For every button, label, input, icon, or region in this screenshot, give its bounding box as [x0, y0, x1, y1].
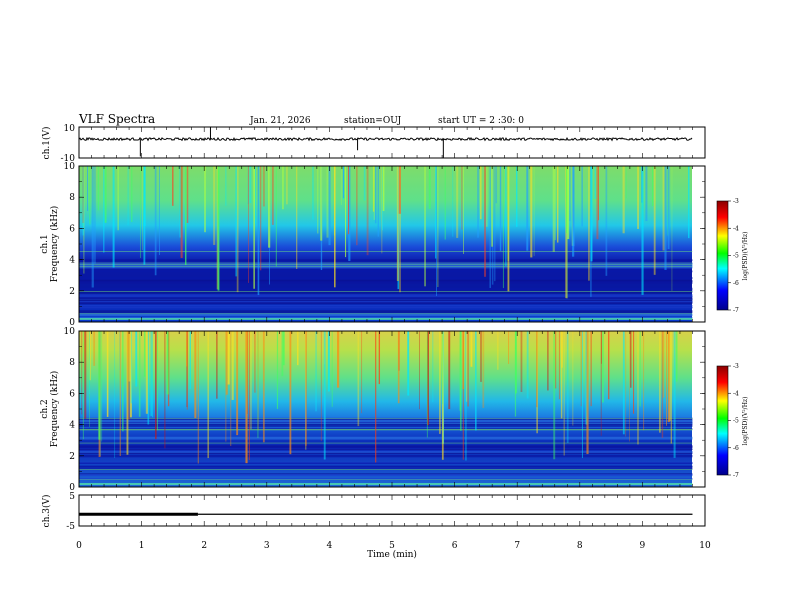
- spectrogram-ytick-label: 6: [69, 224, 75, 234]
- x-axis-label: Time (min): [367, 549, 417, 560]
- ch3-waveform-panel: 5 -5 ch.3(V): [41, 492, 706, 532]
- x-tick-label: 6: [452, 541, 458, 551]
- ch1-waveform-ylabel: ch.1(V): [41, 127, 52, 160]
- date-label: Jan. 21, 2026: [249, 116, 311, 126]
- ch1-waveform-panel: 10 -10 ch.1(V): [41, 124, 706, 164]
- figure-title: VLF Spectra: [78, 112, 155, 126]
- ch1-spectrogram-ylabel-channel: ch.1: [40, 234, 50, 253]
- x-tick-label: 0: [76, 541, 82, 551]
- colorbar-tick-label: -5: [733, 253, 739, 260]
- ch1-ytick-bottom: -10: [61, 154, 76, 164]
- x-tick-label: 4: [327, 541, 333, 551]
- x-tick-label: 8: [577, 541, 583, 551]
- ch1-ytick-top: 10: [64, 124, 76, 134]
- x-tick-label: 5: [389, 541, 395, 551]
- colorbar-tick-label: -4: [733, 225, 739, 232]
- spectrogram-ytick-label: 2: [69, 287, 75, 297]
- ch1-colorbar-label: log(PSD)(V²/Hz): [742, 232, 749, 281]
- x-tick-label: 10: [699, 541, 711, 551]
- colorbar-tick-label: -3: [733, 198, 739, 205]
- ch2-spectrogram-heatmap: [79, 331, 693, 485]
- spectrogram-ytick-label: 4: [69, 421, 75, 431]
- x-tick-label: 3: [264, 541, 270, 551]
- ch2-colorbar-label: log(PSD)(V²/Hz): [742, 397, 749, 446]
- ch3-waveform-ylabel: ch.3(V): [41, 495, 52, 528]
- spectrogram-ytick-label: 10: [64, 162, 76, 172]
- station-label: station=OUJ: [344, 116, 402, 126]
- spectrogram-ytick-label: 2: [69, 452, 75, 462]
- ch1-colorbar: [716, 200, 729, 311]
- spectrogram-ytick-label: 6: [69, 389, 75, 399]
- spectrogram-ytick-label: 0: [69, 318, 75, 328]
- colorbar-tick-label: -6: [733, 445, 739, 452]
- ch2-spectrogram-ylabel-frequency: Frequency (kHz): [49, 371, 60, 448]
- colorbar-tick-label: -3: [733, 363, 739, 370]
- spectrogram-ytick-label: 8: [69, 193, 75, 203]
- x-tick-label: 9: [640, 541, 646, 551]
- ch3-ytick-bottom: -5: [66, 522, 75, 532]
- colorbar-tick-label: -6: [733, 280, 739, 287]
- x-tick-label: 2: [201, 541, 207, 551]
- spectrogram-ytick-label: 0: [69, 483, 75, 493]
- spectrogram-ytick-label: 10: [64, 327, 76, 337]
- ch3-ytick-top: 5: [69, 492, 75, 502]
- ch1-waveform-trace: [78, 136, 693, 142]
- ch2-colorbar: [716, 365, 729, 476]
- colorbar-tick-label: -7: [733, 472, 739, 479]
- x-tick-label: 1: [139, 541, 145, 551]
- ch1-spectrogram-heatmap: [79, 166, 693, 320]
- ch2-spectrogram-ylabel-channel: ch.2: [40, 399, 50, 418]
- spectrogram-ytick-label: 8: [69, 358, 75, 368]
- colorbar-tick-label: -5: [733, 418, 739, 425]
- colorbar-tick-label: -4: [733, 390, 739, 397]
- start-time-label: start UT = 2 :30: 0: [438, 116, 524, 126]
- x-tick-label: 7: [514, 541, 520, 551]
- ch1-spectrogram-ylabel-frequency: Frequency (kHz): [49, 206, 60, 283]
- spectrogram-ytick-label: 4: [69, 256, 75, 266]
- colorbar-tick-label: -7: [733, 307, 739, 314]
